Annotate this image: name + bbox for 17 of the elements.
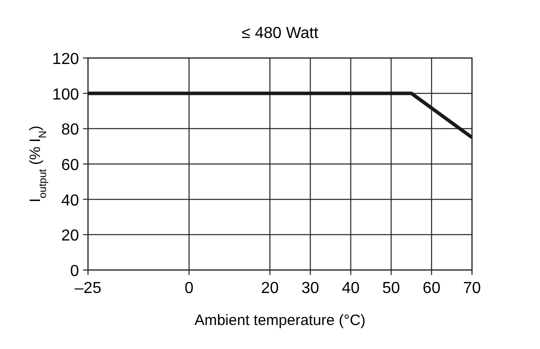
x-tick-label: 0 [184, 280, 194, 297]
y-tick-label: 40 [61, 192, 80, 210]
x-tick-label: 20 [260, 280, 279, 297]
y-tick-label: 60 [61, 157, 80, 174]
x-tick-label: 70 [463, 280, 481, 297]
x-tick-label: 40 [342, 280, 360, 297]
y-tick-label: 100 [52, 86, 80, 104]
x-axis-title: Ambient temperature (°C) [194, 312, 366, 329]
y-tick-label: 120 [52, 51, 80, 68]
y-tick-label: 20 [61, 228, 80, 245]
chart-title: ≤ 480 Watt [242, 25, 319, 42]
y-tick-label: 0 [70, 263, 80, 280]
x-tick-label: 50 [382, 280, 400, 297]
x-tick-label: 60 [422, 280, 441, 297]
y-tick-label: 80 [61, 122, 80, 139]
x-tick-label: –25 [74, 280, 102, 297]
x-tick-label: 30 [301, 280, 320, 297]
